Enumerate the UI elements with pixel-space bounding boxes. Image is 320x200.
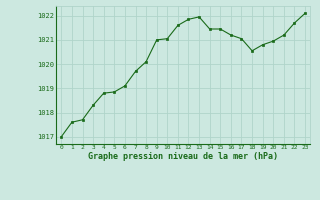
- X-axis label: Graphe pression niveau de la mer (hPa): Graphe pression niveau de la mer (hPa): [88, 152, 278, 161]
